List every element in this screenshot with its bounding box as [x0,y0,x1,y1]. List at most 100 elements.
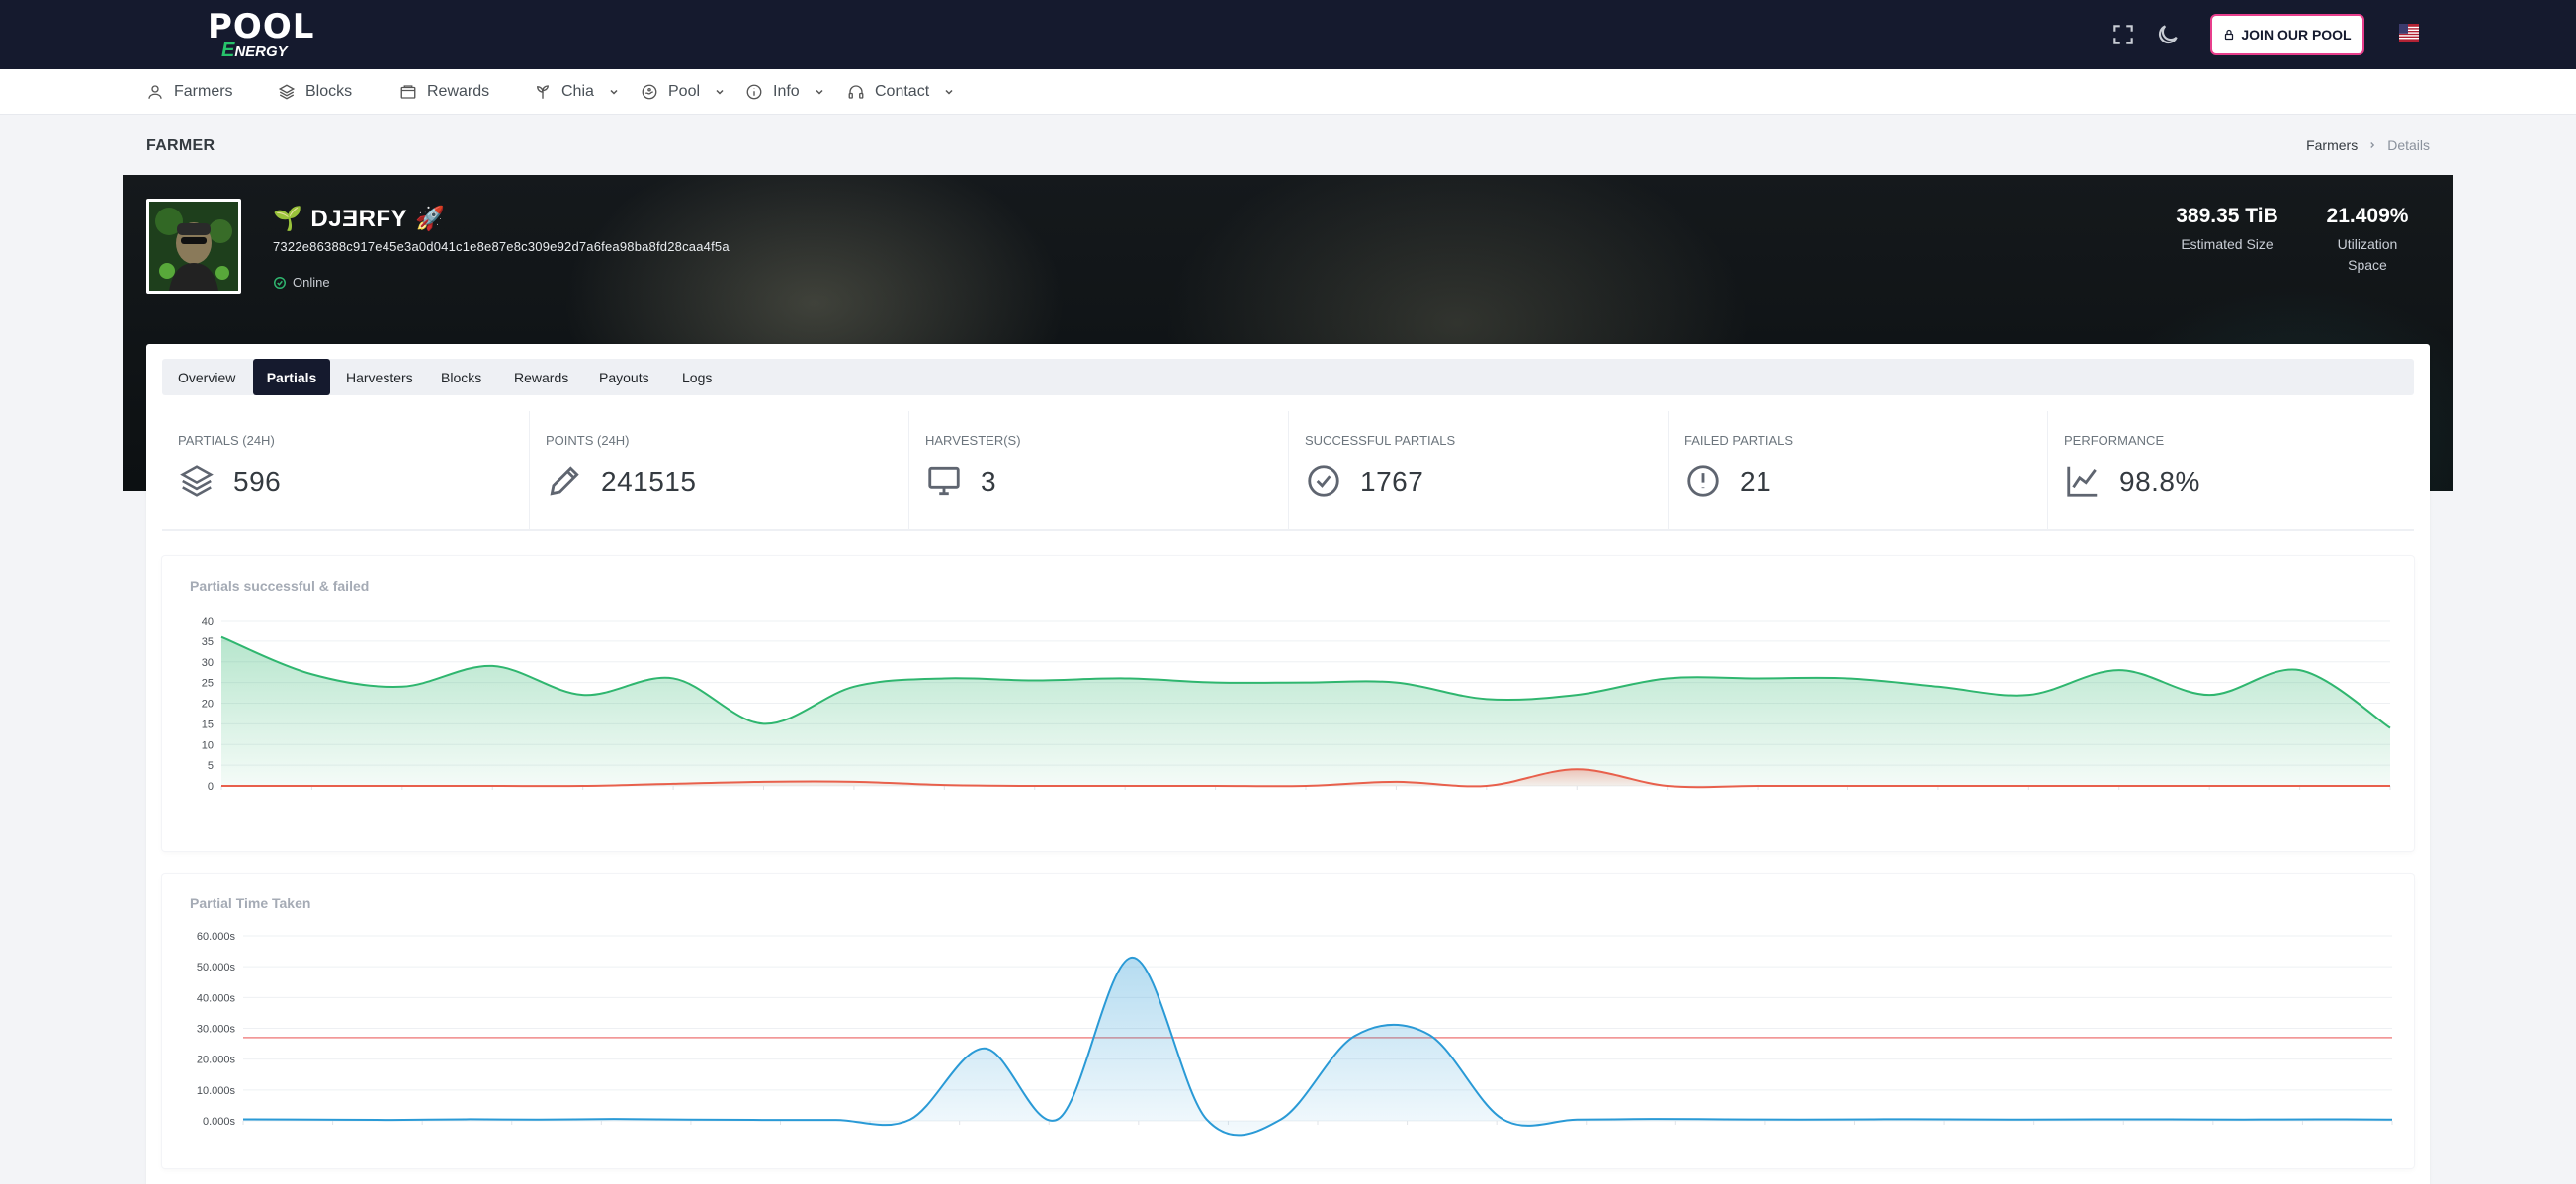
series-area-0 [243,957,2392,1136]
tab-logs[interactable]: Logs [682,369,713,385]
stat-harvesters: HARVESTER(S) 3 [909,411,1289,531]
alert-circle-icon [1687,465,1719,497]
nav-pool[interactable]: Pool [641,69,726,115]
stat-value: 3 [981,466,997,497]
farmer-avatar-image [149,202,238,291]
y-tick-label: 15 [202,719,214,730]
nav-blocks[interactable]: Blocks [278,69,352,115]
utilization-stat: 21.409% Utilization Space [2313,205,2422,276]
pool-energy-logo[interactable]: POOL ENERGY [206,7,315,61]
nav-farmers-label: Farmers [174,83,233,100]
stat-value: 98.8% [2119,466,2200,497]
stat-value: 1767 [1360,466,1424,497]
tab-partials[interactable]: Partials [253,359,330,395]
farmer-banner: 🌱 DJƎRFY 🚀 7322e86388c917e45e3a0d041c1e8… [123,175,2453,491]
stat-value: 596 [233,466,282,497]
farmer-status-text: Online [293,275,330,290]
user-icon [148,85,162,99]
info-icon [746,84,762,100]
partial-time-taken-chart[interactable]: 60.000s 50.000s 40.000s 30.000s 20.000s 10.00… [162,874,2414,1168]
fullscreen-icon[interactable] [2110,22,2136,47]
chart-title: Partial Time Taken [190,895,311,911]
nav-chia-label: Chia [561,83,594,100]
y-tick-label: 40 [202,616,214,628]
tab-blocks[interactable]: Blocks [441,369,482,385]
utilization-label-line2: Space [2348,257,2387,273]
monitor-icon [928,466,960,496]
stat-label: SUCCESSFUL PARTIALS [1305,433,1456,448]
y-tick-label: 20 [202,699,214,711]
stat-points-24h: POINTS (24H) 241515 [530,411,909,531]
chevron-down-icon [716,89,724,95]
y-tick-label: 30.000s [197,1024,236,1036]
stat-failed-partials: FAILED PARTIALS 21 [1669,411,2048,531]
y-tick-label: 10 [202,739,214,751]
nav-rewards[interactable]: Rewards [399,69,489,115]
logo-text-top: POOL [208,7,315,46]
wallet-icon [400,85,416,99]
utilization-label: Utilization Space [2313,234,2422,276]
breadcrumb: Farmers Details [2306,137,2430,153]
check-circle-icon [1308,465,1339,497]
headset-icon [848,85,864,99]
partials-stats-row: PARTIALS (24H) 596 POINTS (24H) 241515 H… [162,411,2414,531]
tab-rewards[interactable]: Rewards [514,369,569,385]
join-pool-button[interactable]: JOIN OUR POOL [2210,14,2364,55]
series-area-0 [221,636,2390,786]
tab-harvesters[interactable]: Harvesters [346,369,413,385]
estimated-size-stat: 389.35 TiB Estimated Size [2163,205,2291,255]
stat-successful-partials: SUCCESSFUL PARTIALS 1767 [1289,411,1669,531]
pool-icon [642,84,657,100]
breadcrumb-farmers-link[interactable]: Farmers [2306,137,2359,153]
top-bar: POOL ENERGY JOIN OUR POOL [0,0,2576,69]
stat-value: 21 [1740,466,1772,497]
seedling-emoji: 🌱 [273,206,303,232]
nav-blocks-label: Blocks [305,83,353,100]
y-tick-label: 60.000s [197,931,236,943]
us-flag-icon[interactable] [2399,24,2419,42]
nav-rewards-label: Rewards [427,83,490,100]
lock-icon [2225,29,2234,41]
stat-partials-24h: PARTIALS (24H) 596 [162,411,530,531]
plant-icon [537,85,549,99]
farmer-avatar [146,199,241,294]
y-tick-label: 40.000s [197,992,236,1004]
partials-successful-failed-chart[interactable]: 40 35 30 25 20 15 10 5 0 [162,556,2414,851]
utilization-value: 21.409% [2326,205,2409,227]
farmer-status: Online [273,275,330,290]
logo-accent-letter: E [221,40,235,61]
trend-chart-icon [2067,466,2098,497]
partials-chart-card: Partials successful & failed 40 35 30 25 20 1… [162,556,2414,851]
rocket-emoji: 🚀 [415,206,446,232]
y-tick-label: 0 [208,781,214,793]
layers-icon [180,465,214,497]
y-tick-label: 20.000s [197,1055,236,1066]
stat-label: HARVESTER(S) [925,433,1021,448]
nav-pool-label: Pool [668,83,701,100]
series-line-1 [220,768,2390,789]
check-circle-icon [274,276,286,289]
nav-contact[interactable]: Contact [847,69,955,115]
dark-mode-moon-icon[interactable] [2155,22,2181,47]
page-title: FARMER [146,137,215,154]
join-pool-label: JOIN OUR POOL [2241,27,2352,42]
main-nav: Farmers Blocks Rewards Chia Pool Info Co… [0,69,2576,115]
stat-performance: PERFORMANCE 98.8% [2048,411,2414,531]
series-line-0 [220,635,2391,729]
stat-label: FAILED PARTIALS [1684,433,1794,448]
estimated-size-value: 389.35 TiB [2176,205,2278,227]
nav-chia[interactable]: Chia [534,69,620,115]
utilization-label-line1: Utilization [2337,236,2398,252]
logo-text-rest: NERGY [234,43,288,60]
tab-overview[interactable]: Overview [178,369,236,385]
estimated-size-label: Estimated Size [2181,236,2274,252]
y-tick-label: 5 [208,760,214,772]
y-tick-label: 35 [202,636,214,648]
tab-payouts[interactable]: Payouts [599,369,649,385]
farmer-details-card: Overview Partials Harvesters Blocks Rewa… [146,344,2430,1184]
nav-farmers[interactable]: Farmers [146,69,233,115]
stat-label: PARTIALS (24H) [178,433,275,448]
y-tick-label: 10.000s [197,1085,236,1097]
chevron-down-icon [945,89,953,95]
nav-info[interactable]: Info [745,69,825,115]
